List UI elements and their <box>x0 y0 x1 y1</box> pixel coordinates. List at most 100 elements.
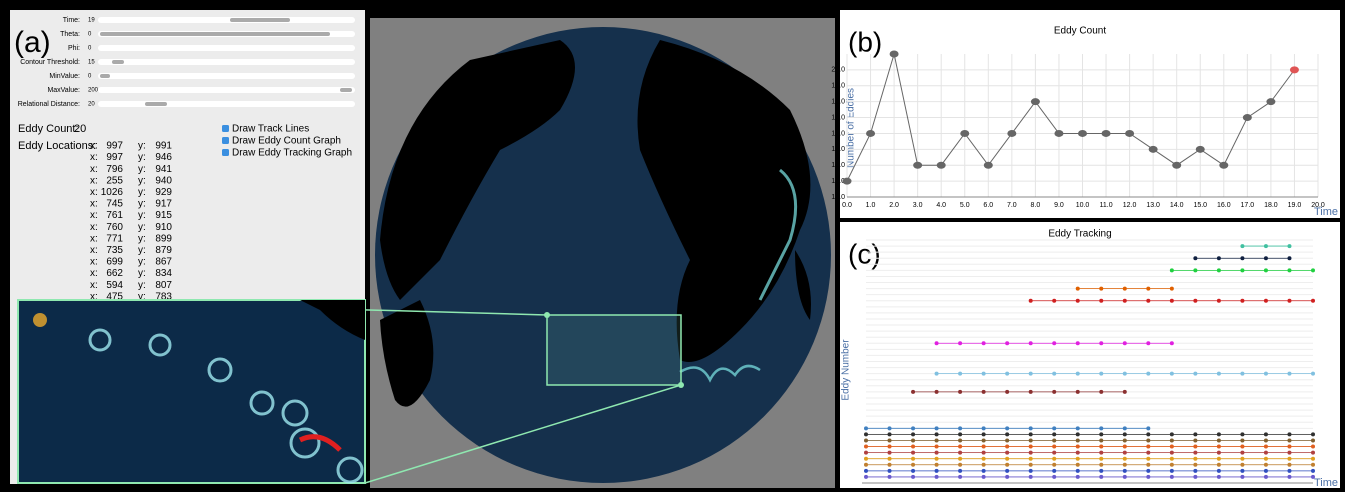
track-point <box>1075 286 1080 291</box>
y-tick-label: 15.0 <box>831 146 845 153</box>
track-point <box>911 432 916 437</box>
slider-value: 20 <box>88 102 95 108</box>
y-label: y: <box>138 233 146 244</box>
track-point <box>981 438 986 443</box>
track-point <box>1311 474 1315 479</box>
y-value: 929 <box>155 187 172 198</box>
track-point <box>958 450 963 455</box>
track-point <box>1099 286 1104 291</box>
point <box>1078 129 1087 137</box>
point <box>1148 145 1158 153</box>
slider-thumb <box>100 32 330 36</box>
track-point <box>1005 371 1010 376</box>
x-tick-label: 13.0 <box>1146 202 1160 209</box>
continent <box>637 40 811 362</box>
slider-label: Contour Threshold: <box>20 59 80 66</box>
slider-label: MaxValue: <box>47 87 80 94</box>
track-point <box>1287 298 1292 303</box>
point <box>960 129 970 137</box>
x-tick-label: 9.0 <box>1054 202 1064 209</box>
track-point <box>1005 462 1010 467</box>
track-point <box>1193 456 1198 461</box>
x-tick-label: 0.0 <box>842 202 852 209</box>
track-point <box>1146 450 1151 455</box>
track-point <box>1193 256 1198 261</box>
slider-label: Relational Distance: <box>18 101 80 108</box>
x-value: 699 <box>106 257 123 268</box>
y-label: y: <box>138 245 146 256</box>
track-point <box>1052 341 1057 346</box>
y-label: y: <box>138 175 146 186</box>
track-point <box>981 450 986 455</box>
track-point <box>911 444 916 449</box>
track-point <box>1122 456 1127 461</box>
zoom-box <box>546 314 682 386</box>
track-point <box>958 426 963 431</box>
track-point <box>1287 468 1292 473</box>
track-point <box>958 474 963 479</box>
count-panel <box>840 10 1340 218</box>
slider-value: 15 <box>88 60 95 66</box>
track-point <box>911 438 916 443</box>
x-label: x: <box>90 175 98 186</box>
track-point <box>1075 468 1080 473</box>
track-point <box>1052 468 1057 473</box>
y-axis-label: Number of Eddies <box>846 88 857 168</box>
track-point <box>1052 389 1057 394</box>
chart-title: Eddy Count <box>1054 26 1106 37</box>
slider-thumb <box>230 18 290 22</box>
track-point <box>981 371 986 376</box>
track-point <box>1287 456 1292 461</box>
track-point <box>1028 389 1033 394</box>
track-point <box>1169 438 1174 443</box>
track-point <box>1193 438 1198 443</box>
chart-title: Eddy Tracking <box>1048 229 1111 240</box>
y-value: 783 <box>155 291 172 302</box>
track-point <box>1193 371 1198 376</box>
track-point <box>934 468 939 473</box>
track-point <box>1263 456 1268 461</box>
x-tick-label: 2.0 <box>889 202 899 209</box>
track-point <box>1216 432 1221 437</box>
y-value: 879 <box>155 245 172 256</box>
checkbox <box>222 125 229 132</box>
track-point <box>1052 371 1057 376</box>
track-point <box>981 468 986 473</box>
point <box>1242 114 1252 122</box>
checkbox <box>222 137 229 144</box>
continent <box>380 300 434 407</box>
track-point <box>1263 432 1268 437</box>
track-point <box>958 462 963 467</box>
track-point <box>1169 468 1174 473</box>
track-point <box>1075 389 1080 394</box>
point <box>1172 161 1182 169</box>
x-label: x: <box>90 291 98 302</box>
track-point <box>934 474 939 479</box>
slider-track <box>98 45 355 51</box>
track-point <box>1099 341 1104 346</box>
track-point <box>1193 268 1198 273</box>
track-point <box>1216 450 1221 455</box>
track-point <box>981 432 986 437</box>
track-point <box>887 456 892 461</box>
track-point <box>958 438 963 443</box>
track-point <box>1122 444 1127 449</box>
track-point <box>1311 468 1315 473</box>
track-point <box>1028 450 1033 455</box>
track-point <box>864 450 868 455</box>
track-point <box>864 468 868 473</box>
track-point <box>1240 468 1245 473</box>
slider-track <box>98 73 355 79</box>
track-point <box>981 389 986 394</box>
track-point <box>1146 371 1151 376</box>
y-label: y: <box>138 152 146 163</box>
x-label: x: <box>90 187 98 198</box>
track-point <box>1146 474 1151 479</box>
track-point <box>1240 298 1245 303</box>
track-point <box>1146 432 1151 437</box>
slider-thumb <box>145 102 167 106</box>
track-point <box>1122 474 1127 479</box>
track-point <box>1240 438 1245 443</box>
track-point <box>1311 371 1315 376</box>
